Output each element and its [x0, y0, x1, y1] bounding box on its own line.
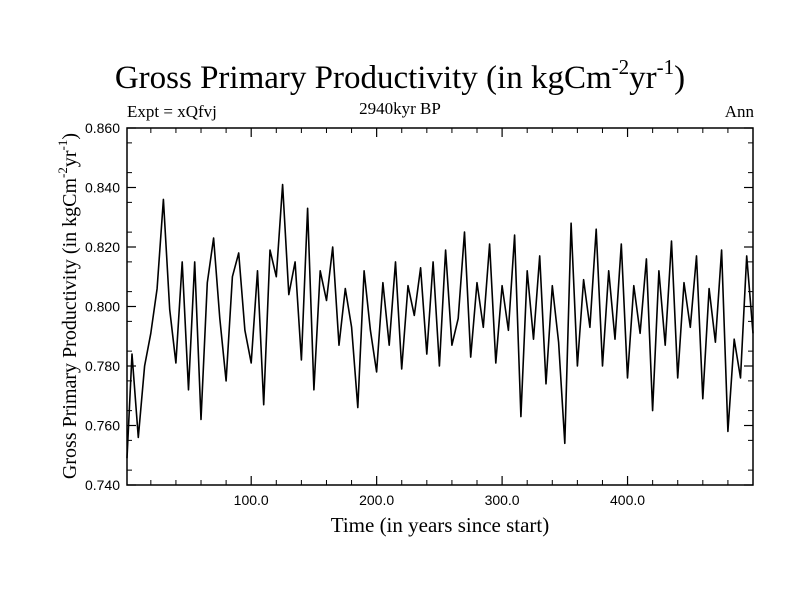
- chart-title: Gross Primary Productivity (in kgCm-2yr-…: [114, 55, 686, 96]
- y-tick-label: 0.840: [85, 180, 120, 196]
- series-group: [126, 183, 754, 459]
- y-tick-label: 0.860: [85, 120, 120, 136]
- tick-labels: 0.740 0.760 0.780 0.800 0.820 0.840 0.860 100.0…: [85, 120, 645, 508]
- x-tick-label: 300.0: [485, 492, 520, 508]
- y-tick-label: 0.820: [85, 239, 120, 255]
- y-tick-label: 0.780: [85, 358, 120, 374]
- x-tick-label: 200.0: [359, 492, 394, 508]
- y-tick-label: 0.760: [85, 418, 120, 434]
- x-axis-label: Time (in years since start): [330, 513, 550, 537]
- x-tick-label: 400.0: [610, 492, 645, 508]
- x-tick-label: 100.0: [234, 492, 269, 508]
- axis-ticks: [127, 127, 753, 486]
- chart-subtitle-experiment: Expt = xQfvj: [127, 102, 217, 121]
- plot-frame: [126, 127, 754, 486]
- chart-subtitle-season: Ann: [724, 102, 754, 121]
- y-tick-label: 0.800: [85, 299, 120, 315]
- series-line: [126, 183, 754, 459]
- y-tick-label: 0.740: [85, 477, 120, 493]
- chart-subtitle-period: 2940kyr BP: [359, 99, 441, 118]
